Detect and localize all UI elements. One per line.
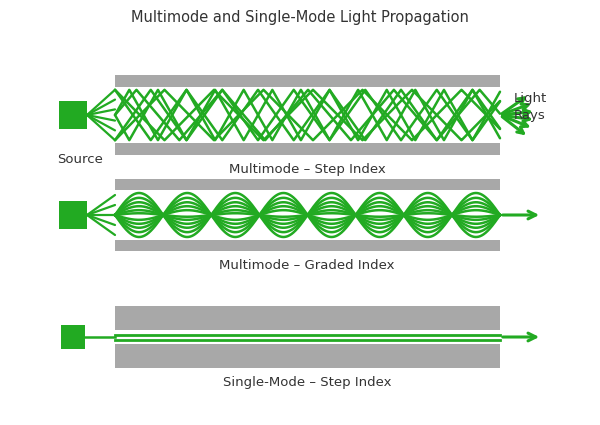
Text: Source: Source [57,153,103,166]
Text: Multimode – Graded Index: Multimode – Graded Index [219,259,395,272]
Text: Light
Rays: Light Rays [514,92,547,122]
Bar [115,306,500,368]
Bar [115,190,500,240]
Bar [61,325,85,349]
Bar [59,201,87,229]
Bar [115,179,500,251]
Bar [115,330,500,344]
Bar [59,101,87,129]
Text: Multimode – Step Index: Multimode – Step Index [229,163,385,176]
Text: Single-Mode – Step Index: Single-Mode – Step Index [223,376,391,389]
Bar [115,87,500,143]
Text: Multimode and Single-Mode Light Propagation: Multimode and Single-Mode Light Propagat… [131,10,469,25]
Bar [115,75,500,155]
